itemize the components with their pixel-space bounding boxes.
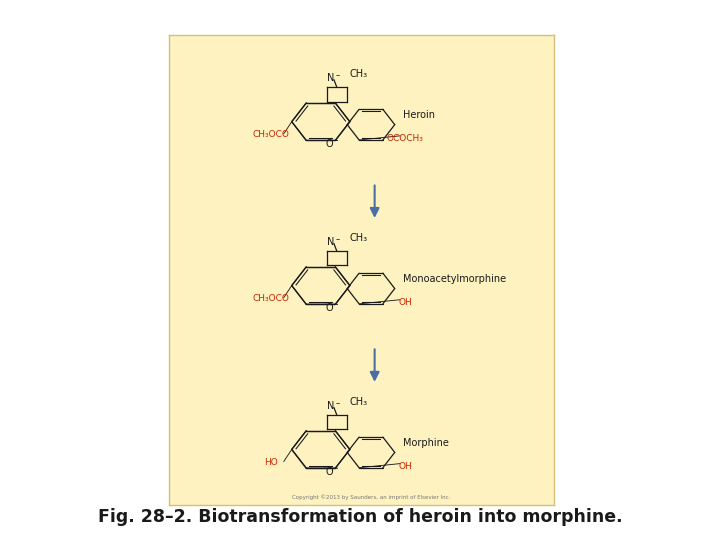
Text: –: – [336, 235, 340, 244]
Text: Monoacetylmorphine: Monoacetylmorphine [402, 274, 505, 284]
Text: Heroin: Heroin [402, 110, 435, 120]
Text: –: – [336, 71, 340, 80]
Text: N: N [327, 73, 334, 83]
Text: OH: OH [398, 462, 412, 471]
Text: –: – [336, 399, 340, 408]
Text: O: O [325, 303, 333, 313]
Text: Fig. 28–2. Biotransformation of heroin into morphine.: Fig. 28–2. Biotransformation of heroin i… [98, 508, 622, 526]
Text: Morphine: Morphine [402, 437, 449, 448]
Text: OCOCH₃: OCOCH₃ [387, 134, 424, 143]
Text: N: N [327, 401, 334, 411]
Text: CH₃OCO: CH₃OCO [252, 294, 289, 303]
Text: OH: OH [398, 298, 412, 307]
Text: CH₃: CH₃ [350, 233, 368, 243]
Text: CH₃: CH₃ [350, 69, 368, 79]
Text: CH₃: CH₃ [350, 397, 368, 407]
Text: CH₃OCO: CH₃OCO [252, 130, 289, 139]
Text: HO: HO [264, 458, 277, 467]
Text: N: N [327, 237, 334, 247]
Text: Copyright ©2013 by Saunders, an imprint of Elsevier Inc.: Copyright ©2013 by Saunders, an imprint … [292, 494, 450, 500]
Text: O: O [325, 139, 333, 150]
Text: O: O [325, 467, 333, 477]
